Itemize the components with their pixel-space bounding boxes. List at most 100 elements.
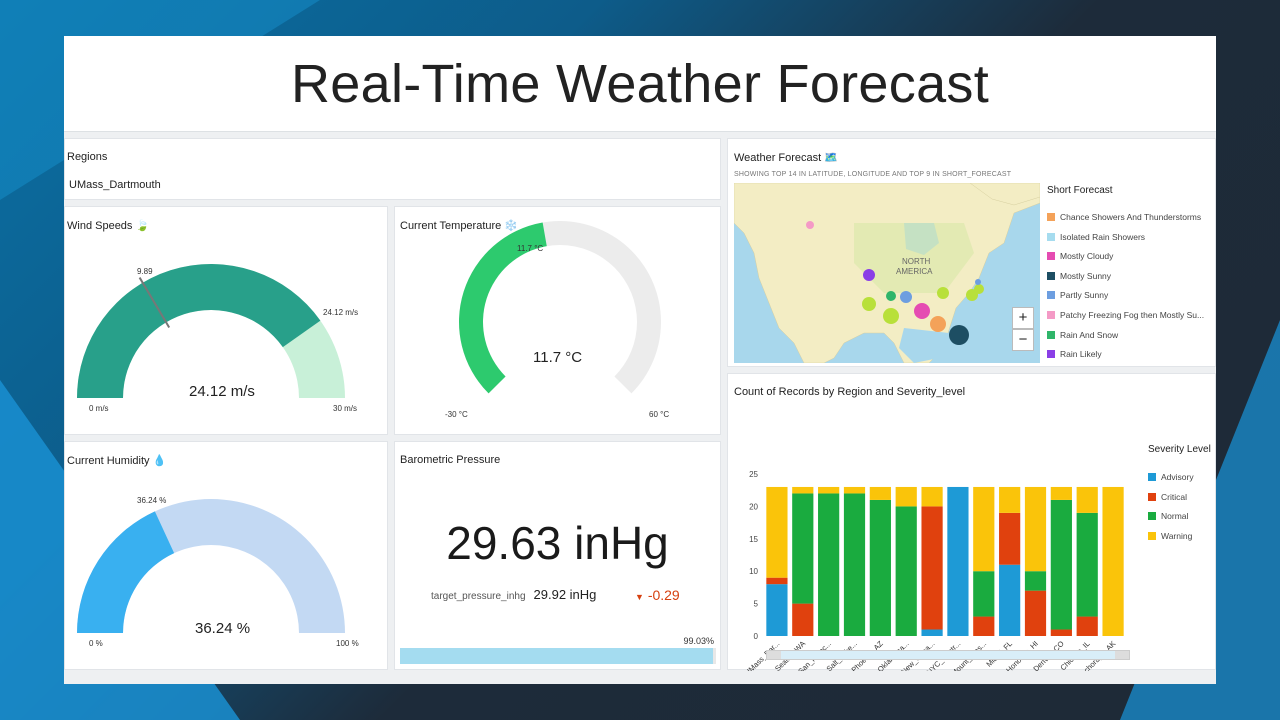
bar-segment-warning[interactable] [895,486,917,507]
bar-segment-critical[interactable] [1050,629,1072,636]
wind-target-label: 9.89 [137,267,153,276]
forecast-point [806,221,814,229]
forecast-point [974,284,984,294]
pressure-card[interactable]: Barometric Pressure 29.63 inHg target_pr… [394,441,721,670]
bar-segment-warning[interactable] [792,486,814,494]
wind-speed-title-text: Wind Speeds [67,220,133,232]
map-legend-item[interactable]: Patchy Freezing Fog then Mostly Su... [1047,310,1204,320]
legend-label: Isolated Rain Showers [1060,231,1146,242]
bar-segment-normal[interactable] [1050,499,1072,630]
dashboard: Real-Time Weather Forecast Regions UMass… [64,36,1216,684]
bar-segment-warning[interactable] [1050,486,1072,500]
regions-value[interactable]: UMass_Dartmouth [69,179,161,191]
humidity-card[interactable]: Current Humidity 💧 36.24 % 0 % 100 % 36.… [64,441,388,670]
bar-segment-warning[interactable] [843,486,866,494]
legend-label: Patchy Freezing Fog then Mostly Su... [1060,310,1205,320]
pressure-progress-label: 99.03% [683,636,714,646]
bar-segment-advisory[interactable] [921,629,943,636]
page-title: Real-Time Weather Forecast [290,53,989,114]
bar-segment-normal[interactable] [895,506,917,636]
bar-segment-critical[interactable] [1076,616,1098,636]
bar-segment-warning[interactable] [973,486,995,572]
bar-segment-advisory[interactable] [999,564,1021,636]
map-legend-item[interactable]: Chance Showers And Thunderstorms [1047,212,1201,222]
bar-chart-card[interactable]: Count of Records by Region and Severity_… [727,373,1216,681]
y-tick-label: 5 [754,600,759,609]
bar-legend-item[interactable]: Warning [1148,531,1192,541]
bar-segment-critical[interactable] [973,616,995,636]
legend-swatch [1047,350,1055,359]
map-legend-item[interactable]: Rain And Snow [1047,330,1118,340]
droplet-icon: 💧 [152,455,167,467]
bar-segment-warning[interactable] [1076,486,1098,513]
pressure-target-label: target_pressure_inhg [431,591,526,602]
temperature-min-label: -30 °C [445,410,468,419]
bar-legend-item[interactable]: Normal [1148,511,1188,521]
bar-legend-item[interactable]: Critical [1148,492,1187,502]
map-legend-item[interactable]: Isolated Rain Showers [1047,232,1145,242]
bar-segment-critical[interactable] [1024,590,1047,636]
map-view[interactable]: NORTH AMERICA + − [734,183,1040,363]
gulf-of-mexico [899,328,949,363]
legend-label: Rain Likely [1060,349,1102,360]
map-legend-item[interactable]: Partly Sunny [1047,290,1108,300]
bar-segment-normal[interactable] [973,571,995,617]
map-card[interactable]: Weather Forecast 🗺️ SHOWING TOP 14 IN LA… [727,138,1216,367]
bar-segment-warning[interactable] [1024,486,1047,572]
pressure-delta-value: -0.29 [647,587,680,603]
bar-segment-critical[interactable] [921,506,943,630]
map-title: Weather Forecast 🗺️ [734,151,838,164]
bar-segment-warning[interactable] [869,486,891,500]
bar-segment-warning[interactable] [1102,486,1124,636]
wind-speed-card[interactable]: Wind Speeds 🍃 9.89 24.12 m/s 0 m/s 30 m/… [64,206,388,435]
bar-segment-warning[interactable] [818,486,840,494]
bar-segment-normal[interactable] [869,499,891,636]
bar-segment-warning[interactable] [766,486,788,578]
wind-max-label: 30 m/s [333,404,358,413]
temperature-card[interactable]: Current Temperature ❄️ 11.7 °C -30 °C 60… [394,206,721,435]
legend-swatch [1148,492,1156,501]
scroll-right-handle[interactable] [1115,651,1129,659]
y-tick-label: 10 [749,567,758,576]
vegetation-region [854,223,974,293]
legend-label: Mostly Cloudy [1060,251,1114,262]
wind-gauge [77,263,345,398]
bar-segment-normal[interactable] [1076,512,1098,617]
bar-segment-critical[interactable] [766,577,788,585]
regions-card[interactable]: Regions UMass_Dartmouth [64,138,721,200]
humidity-value-text: 36.24 % [195,620,251,637]
legend-label: Partly Sunny [1060,290,1109,301]
map-legend-item[interactable]: Rain Likely [1047,349,1102,359]
bar-segment-critical[interactable] [792,603,814,636]
humidity-value-label: 36.24 % [137,496,167,505]
map-icon: 🗺️ [824,152,838,164]
bar-segment-critical[interactable] [999,512,1021,565]
map-subtitle: SHOWING TOP 14 IN LATITUDE, LONGITUDE AN… [734,171,1012,178]
leaf-icon: 🍃 [135,220,150,232]
zoom-out-button[interactable]: − [1012,329,1034,351]
gauge-value-arc [77,511,175,633]
bar-segment-advisory[interactable] [766,584,788,636]
greenland-landmass [969,183,1040,206]
regions-label: Regions [67,151,108,163]
chart-scrollbar[interactable] [766,650,1130,660]
bar-segment-advisory[interactable] [947,486,969,636]
humidity-gauge [77,499,345,633]
bar-segment-warning[interactable] [921,486,943,507]
scroll-left-handle[interactable] [767,651,781,659]
y-tick-label: 20 [749,502,758,511]
map-legend-item[interactable]: Mostly Sunny [1047,271,1111,281]
bar-segment-normal[interactable] [843,493,866,636]
y-tick-label: 15 [749,535,758,544]
zoom-in-button[interactable]: + [1012,307,1034,329]
bar-segment-normal[interactable] [818,493,840,636]
forecast-point [975,279,981,285]
legend-label: Rain And Snow [1060,329,1119,340]
bar-segment-normal[interactable] [792,493,814,604]
bar-legend-item[interactable]: Advisory [1148,472,1194,482]
bar-segment-warning[interactable] [999,486,1021,513]
pressure-title: Barometric Pressure [400,454,501,466]
map-legend-item[interactable]: Mostly Cloudy [1047,251,1113,261]
bar-segment-normal[interactable] [1024,571,1047,591]
gauge-value-arc [77,263,321,398]
